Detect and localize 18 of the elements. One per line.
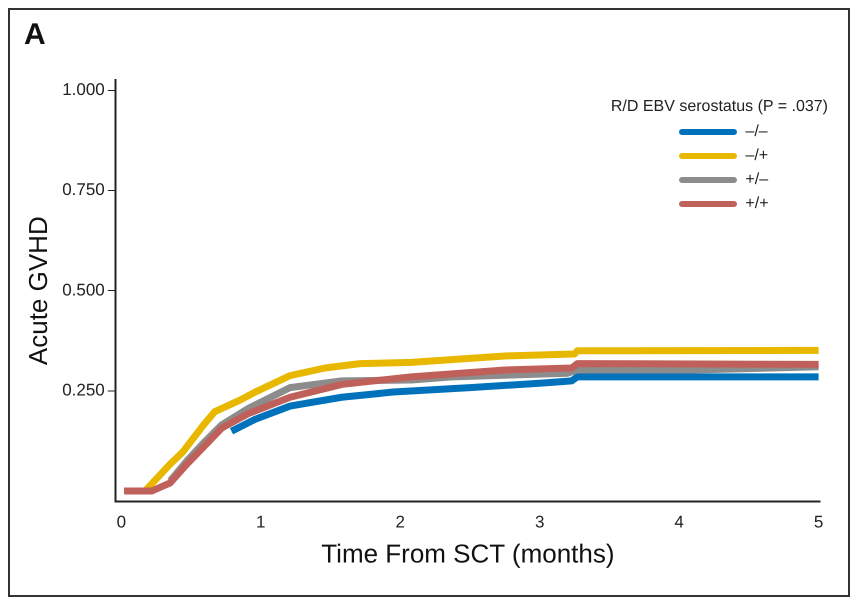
x-tick-label: 1	[256, 512, 266, 532]
legend-title: R/D EBV serostatus (P = .037)	[610, 98, 828, 116]
y-tick-label: 0.750	[62, 180, 105, 200]
x-axis-title: Time From SCT (months)	[321, 538, 614, 569]
y-tick-label: 0.250	[62, 380, 105, 400]
legend-label: –/–	[745, 123, 768, 141]
legend-label: +/–	[745, 171, 768, 189]
x-tick-label: 4	[674, 512, 684, 532]
x-tick-label: 3	[534, 512, 544, 532]
text: A	[24, 18, 46, 52]
y-tick-label: 1.000	[62, 80, 105, 100]
y-axis-title: Acute GVHD	[22, 216, 53, 366]
legend-label: –/+	[745, 147, 768, 165]
x-tick-label: 2	[396, 512, 405, 532]
x-tick-label: 5	[814, 512, 824, 532]
x-tick-label: 0	[116, 512, 126, 532]
y-tick-label: 0.500	[62, 280, 105, 300]
legend-label: +/+	[745, 195, 769, 213]
